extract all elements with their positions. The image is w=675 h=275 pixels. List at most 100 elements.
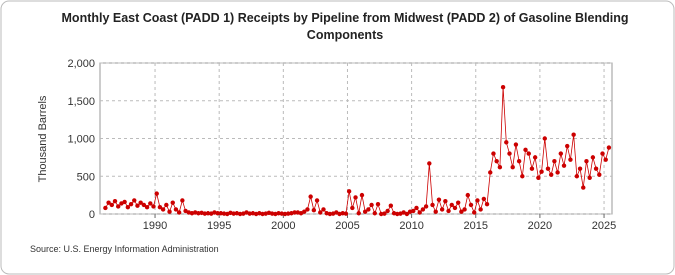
data-point [173,207,179,212]
data-point [436,197,442,202]
data-point [311,208,317,213]
data-point [439,207,445,212]
data-point [318,210,323,215]
data-point [144,205,150,210]
x-tick-label: 2000 [271,220,295,232]
data-point [369,202,374,208]
data-point [500,84,506,90]
data-point [494,158,499,164]
data-point [196,211,201,216]
x-tick-label: 1990 [143,220,167,232]
data-point [590,155,596,160]
data-point [542,136,547,141]
data-point [404,211,410,217]
data-point [221,211,227,216]
data-point [545,166,551,171]
data-point [539,169,544,174]
y-tick-label: 0 [89,209,95,221]
data-point [138,200,143,205]
data-point [356,211,361,216]
data-point [526,151,531,156]
data-point [388,203,394,208]
data-point [292,210,297,215]
y-tick-label: 1,500 [67,96,95,108]
data-point [584,158,589,164]
data-point [420,207,426,212]
x-tick-label: 2015 [464,220,488,232]
data-point [427,161,432,166]
source: Source: U.S. Energy Information Administ… [30,244,219,254]
data-point [205,211,211,216]
data-point [430,202,435,208]
data-point [167,209,172,214]
data-point [151,204,156,209]
data-point [321,207,326,212]
data-point [215,211,220,216]
data-point [603,157,608,162]
plot-area [99,62,613,215]
data-point [491,151,496,156]
data-point [484,201,490,207]
data-point [314,198,320,203]
data-point [571,132,576,137]
y-tick-label: 500 [77,171,95,183]
data-point [488,170,493,175]
data-point [395,211,400,217]
data-point [449,202,454,208]
data-point [350,205,355,211]
data-point [103,205,108,211]
data-point [452,205,458,211]
data-point [302,209,307,214]
data-point [574,174,580,179]
data-point [597,172,602,177]
data-point [433,209,438,214]
data-point [218,211,224,216]
data-point [552,158,557,164]
x-tick-label: 2025 [592,220,616,232]
data-point [279,211,284,216]
data-point [176,210,182,215]
data-point [523,147,528,153]
data-point [478,207,483,212]
data-point [135,203,140,208]
data-point [472,210,477,215]
data-point [536,175,541,180]
data-point [558,151,564,156]
data-point [170,200,175,205]
data-point [561,163,567,168]
data-point [359,192,365,198]
data-point [285,211,291,216]
data-point [116,204,121,209]
data-point [516,158,522,164]
data-point [411,208,416,214]
data-point [577,166,583,171]
data-point [423,204,429,209]
data-point [109,202,115,208]
data-point [568,157,573,162]
x-tick-label: 2005 [335,220,359,232]
x-tick-label: 2010 [399,220,423,232]
data-point [446,208,451,214]
data-point [372,211,377,216]
y-tick-label: 2,000 [67,58,95,70]
data-point [581,185,586,190]
data-point [260,211,265,217]
data-point [343,211,349,216]
data-point [520,174,525,179]
y-axis-label: Thousand Barrels [37,95,49,182]
data-point [269,211,275,216]
x-tick-label: 1995 [207,220,231,232]
data-point [106,200,111,205]
data-point [481,196,487,202]
data-point [128,201,134,207]
data-point [305,207,310,212]
data-point [327,211,333,217]
data-point [282,211,288,217]
data-point [459,209,464,214]
data-point [600,151,605,156]
data-point [548,172,554,177]
data-point [462,207,467,212]
data-point [565,143,570,149]
data-point [513,142,519,147]
